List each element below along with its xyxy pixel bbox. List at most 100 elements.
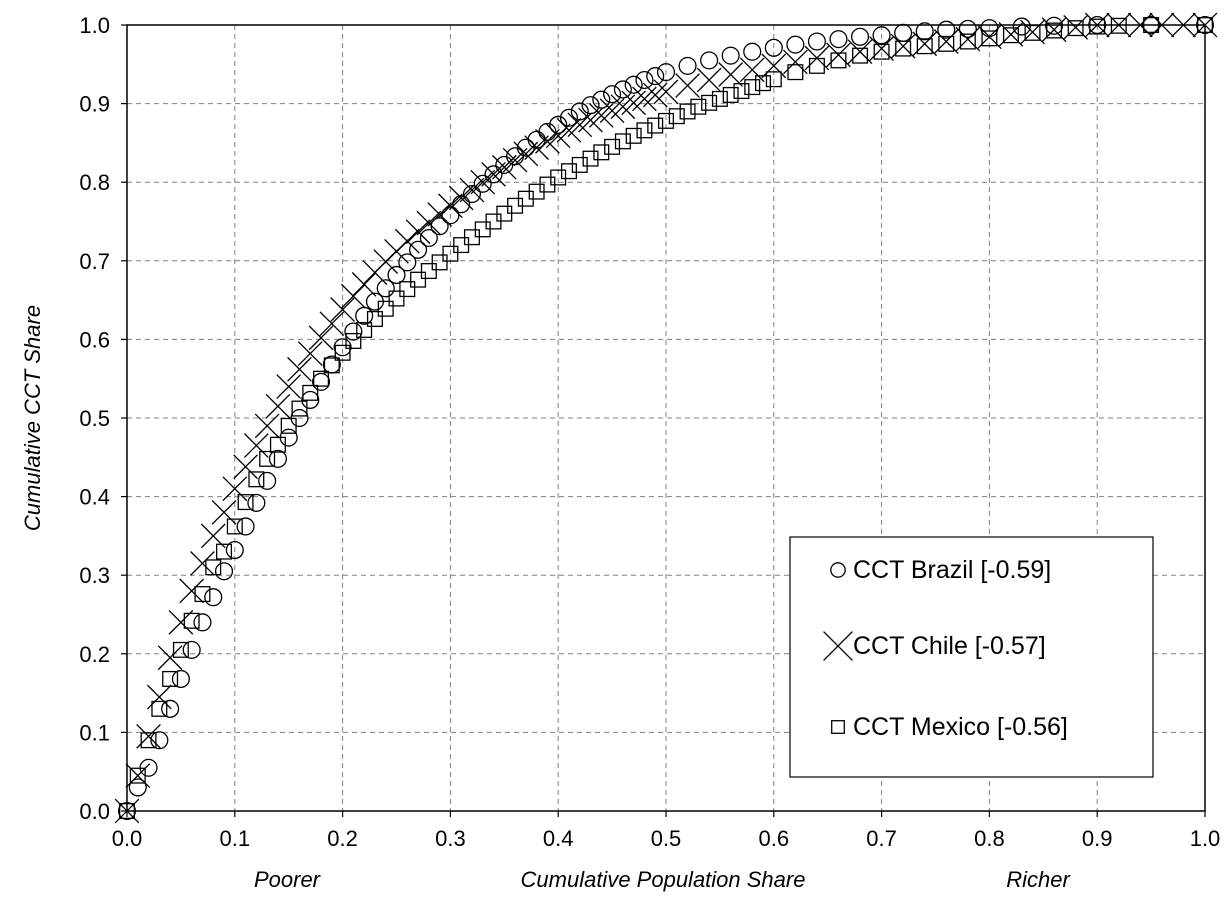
data-point-square bbox=[345, 332, 362, 349]
y-tick-label: 0.0 bbox=[79, 799, 110, 824]
data-point-circle bbox=[279, 428, 298, 447]
data-point-x bbox=[254, 413, 280, 439]
data-point-circle bbox=[894, 23, 913, 42]
x-tick-label: 0.6 bbox=[759, 826, 790, 851]
data-point-square bbox=[334, 344, 351, 361]
data-point-x bbox=[190, 551, 215, 576]
data-point-square bbox=[1110, 17, 1127, 34]
x-tick-label: 0.3 bbox=[435, 826, 466, 851]
data-point-x bbox=[524, 135, 549, 160]
data-point-circle bbox=[419, 228, 438, 248]
data-point-square bbox=[765, 71, 782, 88]
data-point-circle bbox=[1088, 15, 1107, 35]
data-point-x bbox=[1127, 12, 1153, 38]
data-point-square bbox=[119, 803, 136, 820]
data-point-square bbox=[744, 79, 761, 96]
data-point-square bbox=[172, 641, 189, 658]
data-point-circle bbox=[646, 67, 665, 86]
data-point-square bbox=[722, 86, 739, 103]
data-point-square bbox=[690, 98, 707, 115]
data-point-circle bbox=[139, 758, 158, 777]
legend: CCT Brazil [-0.59] CCT Chile [-0.57] CCT M… bbox=[789, 536, 1154, 778]
x-tick-label: 0.9 bbox=[1082, 826, 1113, 851]
data-point-circle bbox=[743, 42, 762, 61]
data-point-x bbox=[890, 33, 916, 59]
data-markers bbox=[114, 12, 1218, 824]
data-point-square bbox=[1002, 27, 1019, 44]
data-point-x bbox=[642, 82, 668, 108]
data-point-x bbox=[211, 499, 237, 525]
data-point-x bbox=[481, 161, 506, 187]
data-point-circle bbox=[344, 322, 363, 341]
data-point-circle bbox=[872, 26, 891, 45]
data-point-x bbox=[513, 141, 539, 167]
y-tick-label: 0.2 bbox=[79, 642, 110, 667]
data-point-square bbox=[916, 38, 933, 55]
data-point-x bbox=[621, 90, 647, 116]
data-point-square bbox=[205, 559, 222, 576]
data-point-circle bbox=[376, 279, 395, 298]
series-x bbox=[114, 12, 1218, 824]
data-point-square bbox=[830, 52, 847, 69]
data-point-square bbox=[388, 290, 405, 307]
legend-label: CCT Brazil [-0.59] bbox=[853, 556, 1051, 584]
data-point-square bbox=[787, 64, 804, 81]
data-point-x bbox=[955, 26, 981, 52]
data-point-x bbox=[125, 763, 151, 788]
data-point-x bbox=[276, 374, 302, 399]
x-tick-label: 0.0 bbox=[112, 826, 143, 851]
data-point-x bbox=[459, 177, 485, 203]
data-point-x bbox=[567, 112, 593, 138]
data-point-x bbox=[1106, 12, 1132, 38]
data-point-x bbox=[998, 22, 1024, 47]
data-point-square bbox=[366, 310, 383, 327]
data-point-circle bbox=[150, 731, 169, 750]
data-point-x bbox=[869, 36, 894, 61]
data-point-x bbox=[491, 154, 517, 180]
x-tick-label: 0.2 bbox=[327, 826, 358, 851]
data-point-x bbox=[297, 341, 323, 366]
data-point-x bbox=[675, 73, 700, 98]
data-point-x bbox=[427, 202, 452, 227]
data-point-square bbox=[550, 169, 567, 186]
data-point-square bbox=[701, 94, 718, 111]
data-point-circle bbox=[204, 588, 223, 607]
data-point-x bbox=[1084, 12, 1110, 38]
data-point-square bbox=[151, 700, 168, 717]
data-point-circle bbox=[786, 35, 805, 54]
legend-marker-circle bbox=[830, 562, 846, 578]
data-point-x bbox=[718, 62, 744, 87]
data-point-circle bbox=[592, 90, 611, 109]
data-point-circle bbox=[603, 85, 622, 104]
data-point-square bbox=[1024, 24, 1041, 41]
data-point-square bbox=[410, 271, 427, 288]
data-point-circle bbox=[387, 265, 406, 284]
data-point-x bbox=[933, 29, 959, 54]
data-point-circle bbox=[117, 801, 137, 821]
y-tick-label: 0.4 bbox=[79, 485, 110, 510]
data-point-square bbox=[560, 163, 577, 180]
data-point-square bbox=[183, 612, 200, 629]
data-point-x bbox=[287, 356, 312, 382]
legend-box bbox=[789, 536, 1154, 778]
data-point-square bbox=[582, 150, 599, 167]
data-point-x bbox=[804, 45, 830, 71]
x-axis-label-left: Poorer bbox=[254, 867, 322, 892]
data-point-x bbox=[157, 645, 183, 671]
data-point-x bbox=[783, 49, 808, 75]
data-point-circle bbox=[225, 540, 244, 560]
data-point-square bbox=[895, 40, 912, 57]
data-point-square bbox=[356, 321, 373, 338]
data-point-x bbox=[1063, 14, 1088, 40]
data-point-circle bbox=[333, 338, 352, 357]
data-point-x bbox=[448, 185, 474, 211]
data-point-x bbox=[319, 311, 345, 337]
data-point-x bbox=[588, 103, 614, 128]
legend-marker-square bbox=[831, 720, 845, 734]
data-point-square bbox=[1197, 16, 1214, 33]
data-point-square bbox=[194, 586, 211, 603]
data-point-square bbox=[420, 263, 437, 280]
data-point-circle bbox=[247, 493, 266, 512]
data-point-circle bbox=[1195, 15, 1215, 35]
data-point-circle bbox=[171, 669, 190, 689]
